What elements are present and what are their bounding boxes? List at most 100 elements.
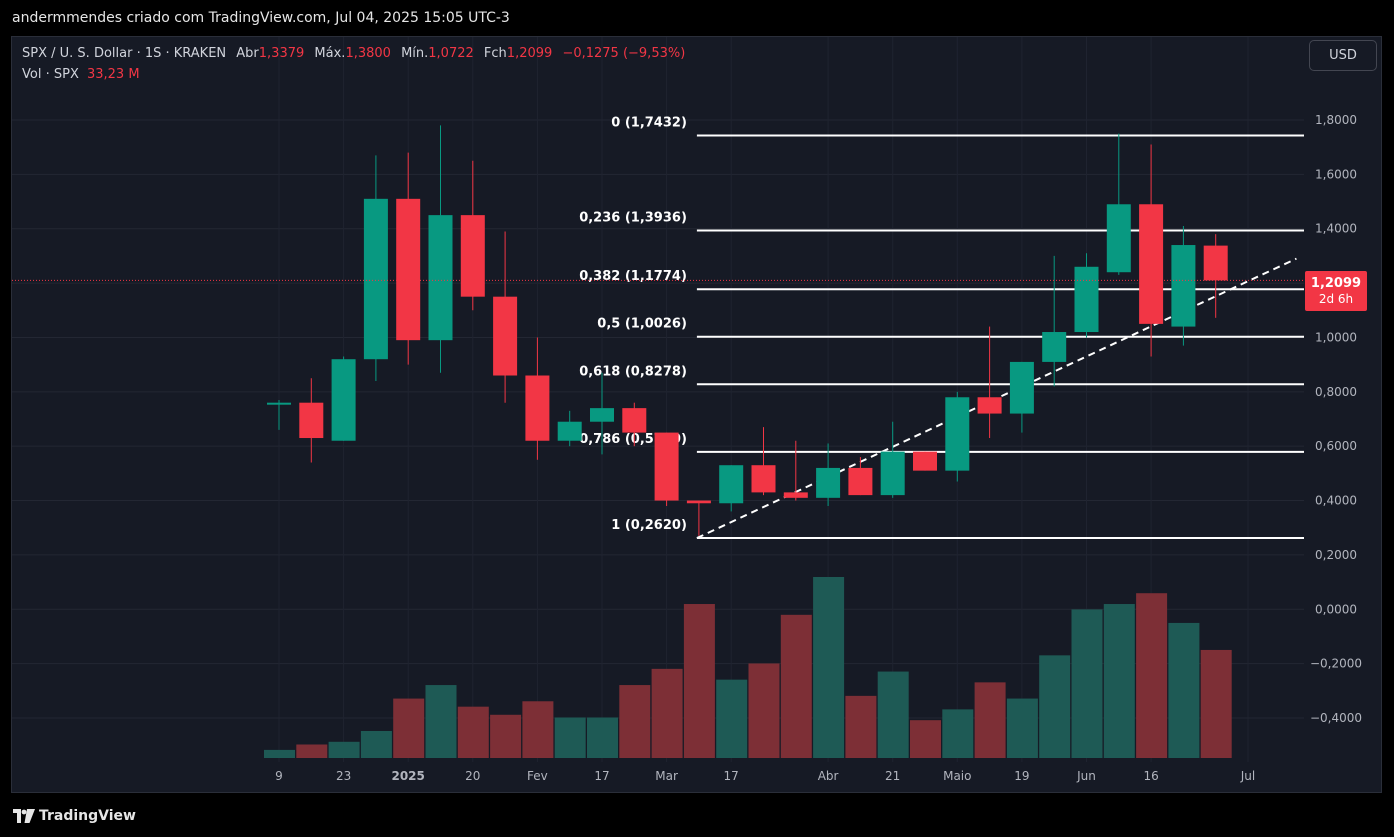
candle-body <box>913 451 937 471</box>
volume-bar <box>554 717 586 758</box>
candle-body <box>396 198 421 341</box>
candle-body <box>686 500 711 504</box>
volume-bar <box>457 706 489 758</box>
volume-bar <box>942 709 974 758</box>
fib-level-label: 0,5 (1,0026) <box>597 317 687 332</box>
change-value: −0,1275 (−9,53%) <box>562 46 686 61</box>
volume-bar <box>910 720 941 758</box>
candle-body <box>1009 361 1034 414</box>
volume-bar <box>1200 649 1232 758</box>
price-tick-label: 1,8000 <box>1315 113 1357 127</box>
volume-bar <box>1071 609 1103 758</box>
snapshot-title: andermmendes criado com TradingView.com,… <box>12 10 510 26</box>
volume-bar <box>651 668 683 758</box>
volume-bar <box>974 682 1006 758</box>
time-tick-label: 19 <box>1014 769 1029 783</box>
candle-body <box>719 465 744 504</box>
candle-body <box>363 198 388 360</box>
volume-bar <box>1039 655 1071 758</box>
candle-body <box>816 467 841 498</box>
candle-body <box>557 421 582 441</box>
candle-body <box>783 492 808 498</box>
volume-bar <box>328 741 360 758</box>
low-label: Mín. <box>401 46 429 61</box>
price-tick-label: 0,0000 <box>1315 602 1357 616</box>
fib-level-label: 0,618 (0,8278) <box>579 364 687 379</box>
price-tick-label: 1,4000 <box>1315 222 1357 236</box>
candle-body <box>880 451 905 496</box>
time-tick-label: Jun <box>1076 769 1096 783</box>
time-tick-label: Abr <box>818 769 839 783</box>
fib-level-label: 0,236 (1,3936) <box>579 210 687 225</box>
volume-label[interactable]: Vol · SPX <box>22 67 79 82</box>
time-tick-label: 9 <box>275 769 283 783</box>
candle-body <box>1042 332 1067 362</box>
volume-bar <box>1136 593 1168 758</box>
high-label: Máx. <box>314 46 346 61</box>
price-tick-label: 1,6000 <box>1315 167 1357 181</box>
price-tick-label: 1,0000 <box>1315 330 1357 344</box>
volume-value: 33,23 M <box>86 67 140 82</box>
volume-bar <box>587 717 618 758</box>
low-value: 1,0722 <box>428 46 474 61</box>
candle-body <box>654 432 679 501</box>
volume-bar <box>683 604 715 758</box>
volume-legend: Vol · SPX 33,23 M <box>22 67 140 82</box>
candle-body <box>460 215 485 297</box>
volume-bar <box>522 701 554 758</box>
time-tick-label: Fev <box>527 769 548 783</box>
time-tick-label: 17 <box>594 769 609 783</box>
candle-body <box>977 397 1002 414</box>
price-tick-label: 0,4000 <box>1315 494 1357 508</box>
volume-bar <box>780 614 812 758</box>
symbol-name[interactable]: SPX / U. S. Dollar · 1S · KRAKEN <box>22 46 227 61</box>
currency-button[interactable]: USD <box>1309 40 1377 71</box>
candle-body <box>1074 266 1099 333</box>
candle-body <box>493 296 518 376</box>
candle-body <box>1106 204 1131 273</box>
volume-bar <box>264 749 295 758</box>
volume-bar <box>360 730 392 758</box>
close-label: Fch <box>483 46 507 61</box>
time-tick-label: 21 <box>885 769 900 783</box>
volume-bar <box>1103 604 1135 758</box>
candle-body <box>331 359 356 441</box>
volume-bar <box>425 685 457 758</box>
volume-bar <box>1006 698 1038 758</box>
price-axis: 1,80001,60001,40001,20001,00000,80000,60… <box>1310 113 1362 725</box>
price-tick-label: 0,2000 <box>1315 548 1357 562</box>
candle-body <box>945 397 970 471</box>
volume-bar <box>1168 622 1200 758</box>
volume-bar <box>748 663 780 758</box>
candle-body <box>590 408 614 422</box>
price-badge: 1,2099 2d 6h <box>1305 271 1367 311</box>
candle-body <box>848 467 873 496</box>
price-badge-value: 1,2099 <box>1311 276 1361 291</box>
price-tick-label: −0,2000 <box>1310 657 1362 671</box>
volume-bars <box>264 577 1232 758</box>
candle-body <box>1139 204 1164 324</box>
volume-bar <box>877 671 909 758</box>
price-tick-label: 0,8000 <box>1315 385 1357 399</box>
candle-body <box>622 408 647 433</box>
time-tick-label: 16 <box>1143 769 1158 783</box>
fib-level-label: 1 (0,2620) <box>611 518 687 533</box>
volume-bar <box>393 698 425 758</box>
volume-bar <box>619 685 651 758</box>
open-label: Abr <box>236 46 259 61</box>
time-tick-label: Mar <box>655 769 678 783</box>
time-axis: 9 23 2025 20 Fev 17 Mar 17 Abr 21 Maio 19 Jun 16 Jul <box>275 769 1255 783</box>
volume-bar <box>490 714 522 758</box>
candle-body <box>525 375 550 441</box>
candle-body <box>1171 245 1196 327</box>
symbol-legend: SPX / U. S. Dollar · 1S · KRAKEN Abr1,33… <box>22 46 685 61</box>
time-tick-label: 20 <box>465 769 480 783</box>
tradingview-logo[interactable]: TradingView <box>13 808 136 824</box>
time-tick-label: 23 <box>336 769 351 783</box>
top-bar <box>0 0 1394 36</box>
volume-bar <box>296 744 328 758</box>
candle-body <box>267 402 291 405</box>
fib-level-label: 0 (1,7432) <box>611 115 687 130</box>
tradingview-logo-text: TradingView <box>39 808 136 824</box>
